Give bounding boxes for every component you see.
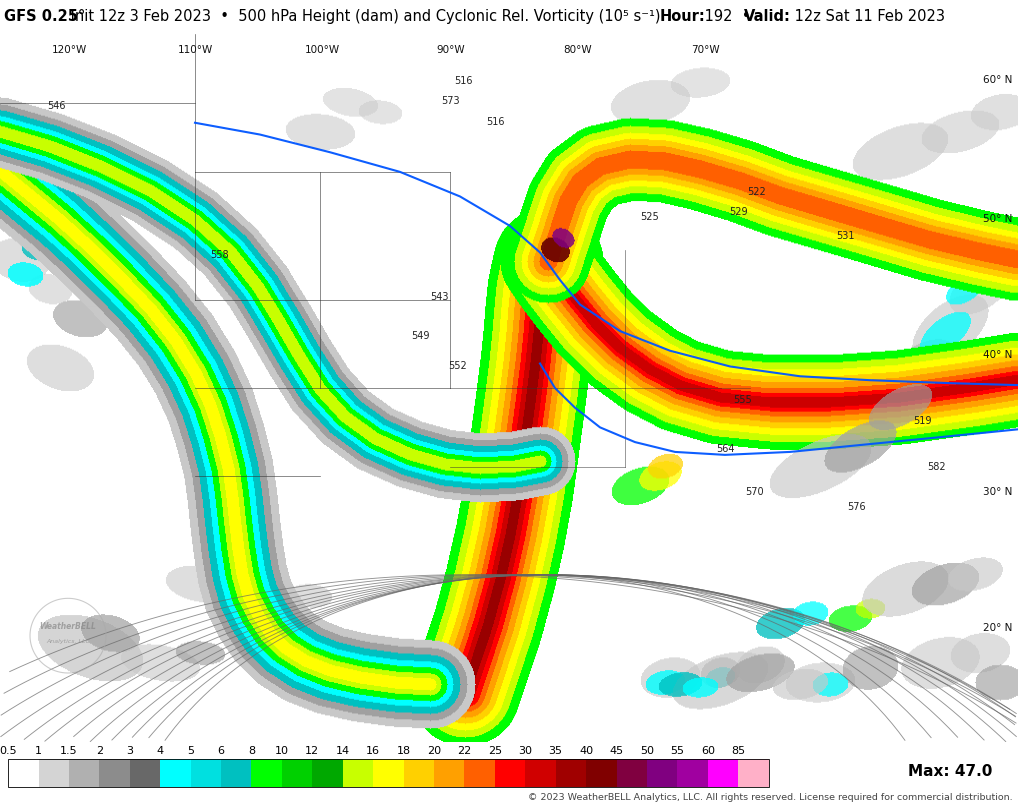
Text: Max: 47.0: Max: 47.0 (908, 764, 993, 778)
Text: 546: 546 (47, 101, 65, 111)
Text: 30° N: 30° N (982, 486, 1012, 496)
Text: 70°W: 70°W (691, 45, 720, 55)
Bar (39, 759, 69, 787)
Text: 516: 516 (454, 76, 472, 86)
Text: 90°W: 90°W (437, 45, 465, 55)
Bar (251, 759, 282, 787)
Text: Valid:: Valid: (744, 10, 791, 24)
Text: 20: 20 (427, 745, 441, 755)
Bar (738, 759, 769, 787)
Text: 50° N: 50° N (982, 213, 1012, 223)
Text: Init 12z 3 Feb 2023  •  500 hPa Height (dam) and Cyclonic Rel. Vorticity (10⁵ s⁻: Init 12z 3 Feb 2023 • 500 hPa Height (da… (66, 10, 661, 24)
Text: 549: 549 (411, 330, 430, 341)
Text: 531: 531 (836, 231, 854, 241)
Text: 12: 12 (305, 745, 320, 755)
Bar (221, 759, 251, 787)
Bar (374, 759, 403, 787)
Text: 555: 555 (733, 394, 751, 404)
Text: 120°W: 120°W (52, 45, 87, 55)
Text: Analytics, LLC: Analytics, LLC (46, 638, 90, 643)
Bar (8, 759, 769, 787)
Bar (403, 759, 434, 787)
Text: 1.5: 1.5 (60, 745, 77, 755)
Text: 576: 576 (847, 501, 865, 512)
Text: 582: 582 (927, 461, 946, 472)
Bar (343, 759, 374, 787)
Text: GFS 0.25°: GFS 0.25° (4, 10, 86, 24)
Bar (708, 759, 738, 787)
Text: 18: 18 (397, 745, 410, 755)
Text: 0.5: 0.5 (0, 745, 17, 755)
Text: 8: 8 (248, 745, 256, 755)
Text: 30: 30 (518, 745, 532, 755)
Text: 12z Sat 11 Feb 2023: 12z Sat 11 Feb 2023 (790, 10, 945, 24)
Text: 6: 6 (218, 745, 225, 755)
Text: 60° N: 60° N (982, 75, 1012, 85)
Text: 2: 2 (96, 745, 103, 755)
Text: 3: 3 (126, 745, 133, 755)
Bar (130, 759, 160, 787)
Text: 5: 5 (187, 745, 194, 755)
Bar (495, 759, 525, 787)
Bar (313, 759, 343, 787)
Text: 40° N: 40° N (982, 350, 1012, 359)
Text: 35: 35 (549, 745, 563, 755)
Bar (190, 759, 221, 787)
Bar (100, 759, 130, 787)
Text: 543: 543 (431, 292, 449, 302)
Text: 25: 25 (488, 745, 502, 755)
Text: 20° N: 20° N (982, 622, 1012, 633)
Text: 573: 573 (442, 96, 460, 106)
Bar (69, 759, 100, 787)
Text: 45: 45 (610, 745, 624, 755)
Text: 529: 529 (729, 207, 747, 217)
Text: 50: 50 (640, 745, 654, 755)
Text: 4: 4 (157, 745, 164, 755)
Bar (556, 759, 586, 787)
Text: 80°W: 80°W (563, 45, 591, 55)
Text: 22: 22 (457, 745, 471, 755)
Bar (434, 759, 464, 787)
Bar (617, 759, 646, 787)
Text: Hour:: Hour: (660, 10, 705, 24)
Text: 16: 16 (366, 745, 380, 755)
Text: WeatherBELL: WeatherBELL (40, 622, 97, 630)
Text: 525: 525 (640, 212, 659, 222)
Text: 100°W: 100°W (305, 45, 340, 55)
Text: 85: 85 (731, 745, 745, 755)
Bar (677, 759, 708, 787)
Bar (282, 759, 313, 787)
Text: 570: 570 (745, 486, 764, 496)
Text: 10: 10 (275, 745, 289, 755)
Bar (464, 759, 495, 787)
Bar (586, 759, 617, 787)
Bar (646, 759, 677, 787)
Text: © 2023 WeatherBELL Analytics, LLC. All rights reserved. License required for com: © 2023 WeatherBELL Analytics, LLC. All r… (528, 792, 1013, 800)
Text: 60: 60 (700, 745, 715, 755)
Bar (160, 759, 190, 787)
Text: 1: 1 (35, 745, 42, 755)
Text: 40: 40 (579, 745, 593, 755)
Text: 519: 519 (913, 415, 931, 425)
Text: 192  •: 192 • (700, 10, 760, 24)
Text: 552: 552 (448, 361, 466, 371)
Text: 516: 516 (487, 116, 505, 127)
Bar (8, 759, 39, 787)
Text: 110°W: 110°W (178, 45, 213, 55)
Bar (525, 759, 556, 787)
Text: 55: 55 (670, 745, 684, 755)
Text: 522: 522 (747, 187, 766, 197)
Text: 564: 564 (717, 444, 735, 454)
Text: 558: 558 (211, 249, 229, 259)
Text: 14: 14 (336, 745, 350, 755)
